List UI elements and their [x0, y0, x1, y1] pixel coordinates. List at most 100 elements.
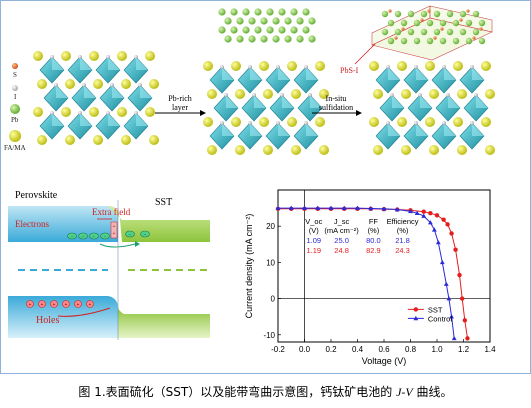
table-cell: 1.19 — [306, 246, 321, 255]
s-atom — [388, 9, 392, 13]
extra-field-label: Extra field — [92, 207, 131, 217]
holes-label: Holes — [36, 315, 60, 326]
fa-ma-atom — [61, 107, 71, 117]
data-point-control — [443, 281, 449, 286]
fa-ma-atom — [235, 145, 245, 155]
legend-label: SST — [428, 305, 443, 314]
pb-atom — [254, 8, 262, 16]
fa-ma-atom — [61, 51, 71, 61]
data-point-control — [451, 335, 457, 341]
electrons-label: Electrons — [15, 219, 49, 229]
pb-atom — [236, 17, 244, 25]
pb-atom — [230, 26, 238, 34]
i-atom — [390, 93, 394, 97]
x-tick-label: 1.4 — [484, 345, 496, 354]
i-atom — [474, 93, 478, 97]
pb-atom — [446, 10, 454, 18]
i-atom — [280, 93, 284, 97]
fa-ma-atom — [121, 79, 131, 89]
fa-ma-atom — [145, 51, 155, 61]
pb-atom — [452, 19, 460, 27]
fa-ma-atom — [121, 135, 131, 145]
table-header: V_oc — [305, 217, 322, 226]
perovskite-label: Perovskite — [15, 190, 58, 201]
y-tick-label: 0 — [271, 295, 276, 304]
s-atom — [433, 36, 437, 40]
pb-atom — [218, 8, 226, 16]
pb-atom — [308, 35, 316, 43]
i-atom — [304, 65, 308, 69]
table-header: FF — [369, 217, 379, 226]
fa-ma-atom — [203, 61, 213, 71]
pb-atom — [248, 17, 256, 25]
electron-flow-arrow — [99, 243, 136, 248]
y-axis-label: Current density (mA cm⁻²) — [244, 214, 254, 319]
pb-atom — [478, 19, 486, 27]
pb-atom — [433, 10, 441, 18]
pb-atom — [278, 26, 286, 34]
fa-ma-atom — [369, 61, 379, 71]
i-atom — [442, 65, 446, 69]
pb-atom — [284, 17, 292, 25]
pb-atom — [478, 37, 486, 45]
i-atom — [50, 55, 54, 59]
data-point-sst — [441, 217, 446, 222]
x-tick-label: 0.8 — [405, 345, 417, 354]
data-point-sst — [457, 272, 462, 278]
fa-ma-atom — [425, 117, 435, 127]
svg-text:+: + — [77, 302, 80, 308]
caption-jv: J-V — [396, 385, 413, 399]
pb-atom — [296, 17, 304, 25]
pb-atom — [284, 35, 292, 43]
pbs-i-label: PbS-I — [340, 66, 359, 75]
fa-ma-atom — [373, 89, 383, 99]
pb-atom — [433, 28, 441, 36]
pb-atom — [260, 17, 268, 25]
table-cell: 24.8 — [334, 246, 349, 255]
legend-label: Control — [428, 314, 453, 323]
pb-atom — [472, 10, 480, 18]
pb-atom — [387, 37, 395, 45]
svg-text:+: + — [65, 302, 68, 308]
plot-area — [277, 189, 491, 343]
step1-label: Pb-rich layer — [168, 94, 192, 112]
pb-atom — [381, 28, 389, 36]
data-point-control — [394, 207, 400, 212]
svg-text:−: − — [129, 232, 132, 238]
fa-ma-atom — [481, 61, 491, 71]
data-point-sst — [459, 296, 465, 301]
pb-atom-icon — [10, 104, 20, 114]
fa-ma-atom — [401, 89, 411, 99]
fa-ma-atom — [37, 135, 47, 145]
pb-atom — [218, 26, 226, 34]
pb-atom — [387, 19, 395, 27]
pb-rich-layer-atoms — [218, 8, 316, 43]
data-point-control — [449, 314, 454, 319]
pb-atom — [465, 37, 473, 45]
data-point-sst — [465, 336, 470, 341]
table-unit: (V) — [309, 226, 320, 235]
pb-atom — [446, 28, 454, 36]
s-atom — [394, 36, 398, 40]
fa-ma-atom — [149, 79, 159, 89]
fa-ma-atom — [287, 117, 297, 127]
fa-ma-atom — [373, 145, 383, 155]
fa-ma-atom — [89, 107, 99, 117]
pb-atom — [224, 17, 232, 25]
fa-ma-atom — [207, 89, 217, 99]
pb-atom — [413, 19, 421, 27]
pb-atom — [452, 37, 460, 45]
sst-label: SST — [155, 197, 173, 208]
pb-atom — [400, 37, 408, 45]
data-point-control — [414, 210, 420, 215]
sst-valence-band — [118, 308, 210, 338]
pb-atom — [272, 35, 280, 43]
i-atom — [78, 55, 82, 59]
data-point-control — [421, 213, 427, 218]
pb-atom — [439, 37, 447, 45]
pb-atom — [394, 10, 402, 18]
fa-ma-atom — [319, 89, 329, 99]
table-header: J_sc — [334, 217, 350, 226]
y-tick-label: 10 — [266, 258, 275, 267]
fa-ma-atom — [457, 89, 467, 99]
